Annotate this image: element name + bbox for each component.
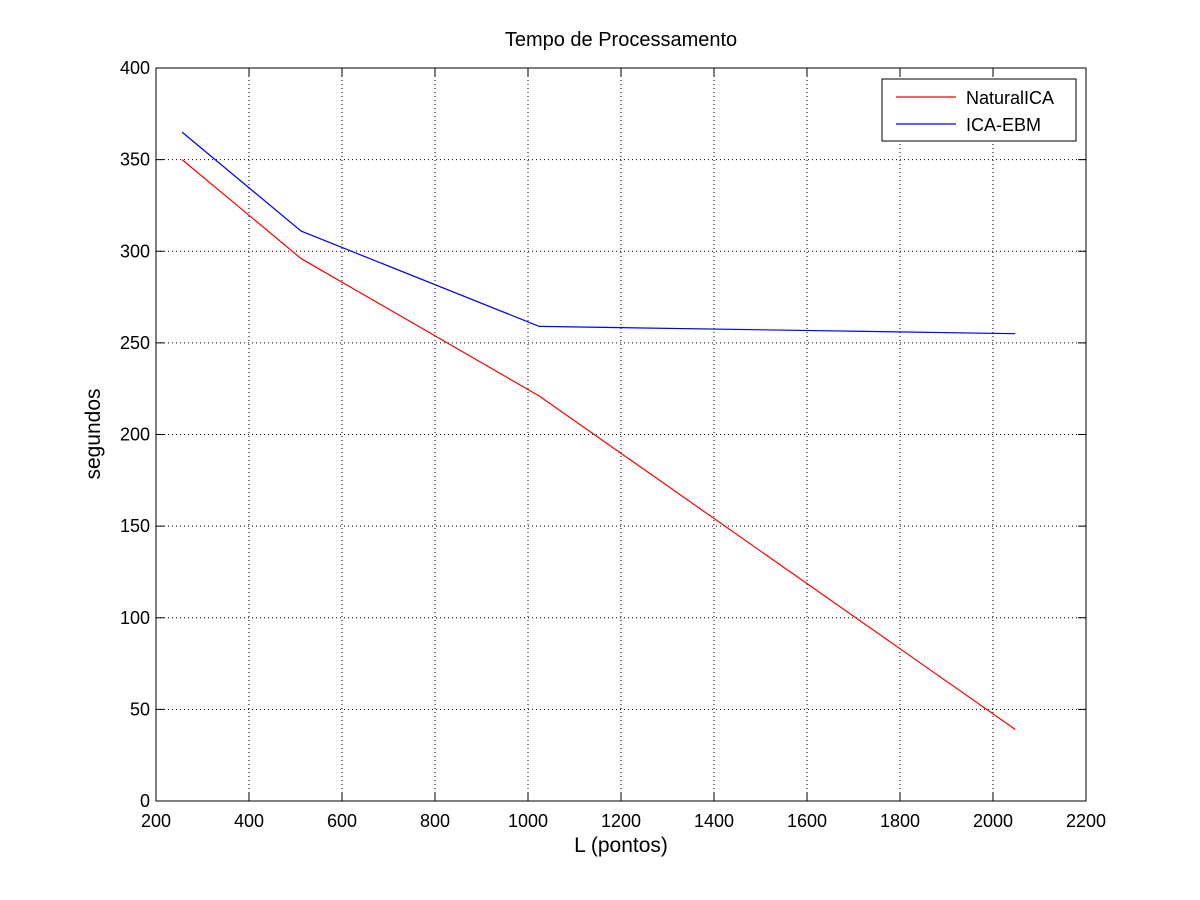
x-tick-label: 400 xyxy=(234,811,264,831)
chart-title: Tempo de Processamento xyxy=(505,29,737,51)
x-axis-label: L (pontos) xyxy=(574,834,668,857)
grid xyxy=(156,68,1086,801)
legend-label-naturalica: NaturalICA xyxy=(966,88,1054,108)
y-tick-label: 0 xyxy=(140,791,150,811)
x-tick-label: 1200 xyxy=(601,811,641,831)
y-tick-label: 150 xyxy=(120,516,150,536)
y-tick-label: 50 xyxy=(130,699,150,719)
y-tick-label: 250 xyxy=(120,333,150,353)
series-layer xyxy=(181,131,1016,731)
x-tick-label: 1800 xyxy=(880,811,920,831)
y-tick-label: 100 xyxy=(120,608,150,628)
x-tick-label: 2200 xyxy=(1066,811,1106,831)
x-tick-label: 800 xyxy=(420,811,450,831)
x-tick-label: 2000 xyxy=(973,811,1013,831)
tick-labels: 200 400 600 800 1000 1200 1400 1600 1800 2000 2200… xyxy=(120,58,1106,831)
series-line-naturalica xyxy=(181,159,1016,731)
x-tick-label: 1000 xyxy=(508,811,548,831)
legend-box xyxy=(881,78,1077,142)
x-tick-label: 1400 xyxy=(694,811,734,831)
ticks xyxy=(155,67,1087,802)
x-tick-label: 1600 xyxy=(787,811,827,831)
x-tick-label: 600 xyxy=(327,811,357,831)
y-tick-label: 200 xyxy=(120,425,150,445)
y-tick-label: 350 xyxy=(120,150,150,170)
y-tick-label: 300 xyxy=(120,241,150,261)
legend: NaturalICA ICA-EBM xyxy=(881,78,1077,142)
y-axis-label: segundos xyxy=(82,388,105,479)
series-line-ica-ebm xyxy=(181,131,1016,335)
legend-label-ica-ebm: ICA-EBM xyxy=(966,115,1041,135)
x-tick-label: 200 xyxy=(141,811,171,831)
y-tick-label: 400 xyxy=(120,58,150,78)
